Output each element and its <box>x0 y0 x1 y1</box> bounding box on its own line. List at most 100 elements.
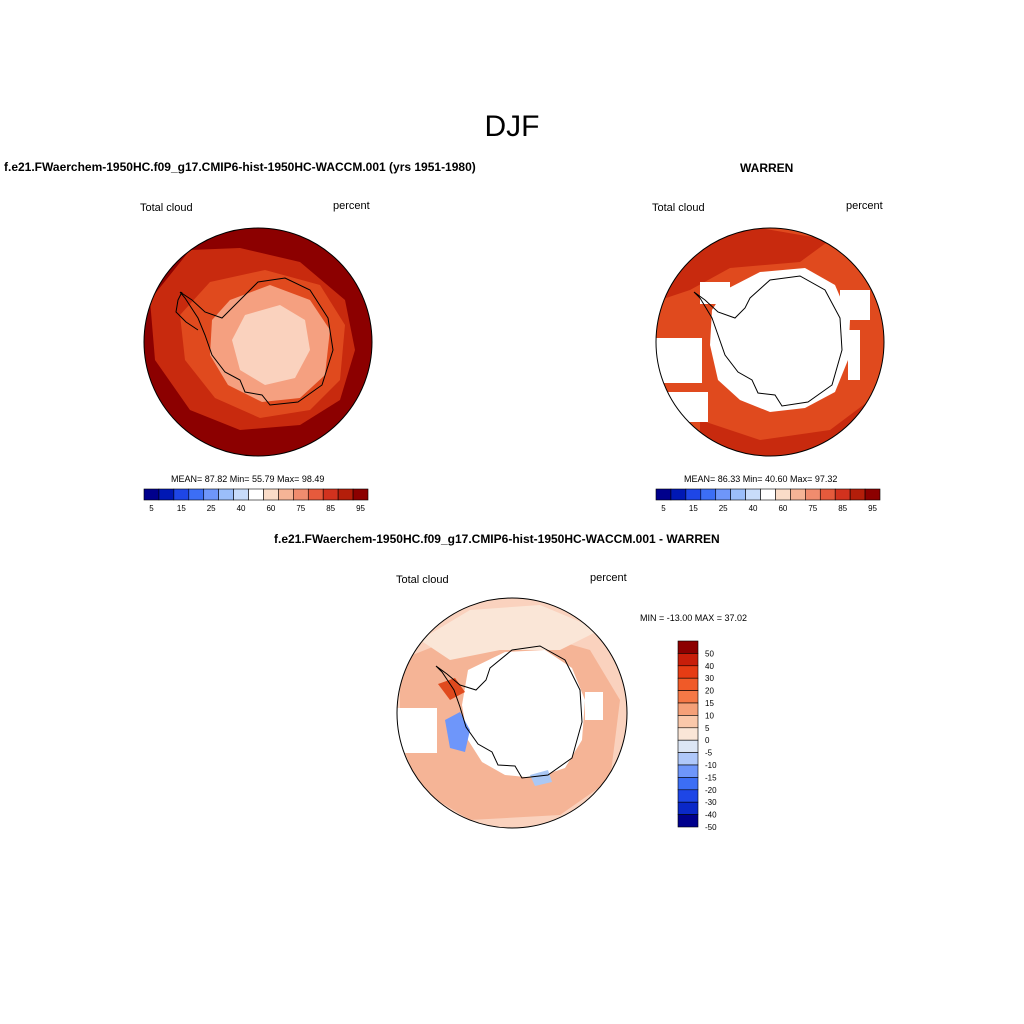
map-2-missing-west <box>656 338 702 383</box>
colorbar-swatch <box>775 488 791 501</box>
colorbar-label: 95 <box>868 504 877 513</box>
colorbar-label: 60 <box>266 504 275 513</box>
panel-2-title: WARREN <box>740 161 794 175</box>
colorbar-swatch <box>745 488 761 501</box>
map-3-light-region <box>420 605 600 660</box>
colorbar-swatch <box>677 665 699 679</box>
panel-2-variable: Total cloud <box>652 202 705 214</box>
panel-3-map <box>397 598 627 828</box>
colorbar-label: -5 <box>705 749 713 758</box>
colorbar-label: 5 <box>149 504 154 513</box>
map-1-continent-lowest <box>232 305 310 385</box>
colorbar-label: 40 <box>749 504 758 513</box>
map-2-no-data-interior <box>710 268 850 412</box>
colorbar-swatch <box>700 488 717 501</box>
colorbar-swatch <box>337 488 354 501</box>
colorbar-label: 0 <box>705 736 710 745</box>
colorbar-swatch <box>143 488 160 501</box>
colorbar-label: 5 <box>661 504 666 513</box>
colorbar-swatch <box>819 488 836 501</box>
colorbar-swatch <box>218 488 234 501</box>
colorbar-swatch <box>677 814 699 828</box>
colorbar-label: 10 <box>705 711 714 720</box>
map-2-missing-southwest <box>668 392 708 422</box>
colorbar-swatch <box>322 488 339 501</box>
colorbar-swatch <box>203 488 219 501</box>
colorbar-swatch <box>158 488 175 501</box>
panel-2-units: percent <box>846 200 883 212</box>
panel-3-title: f.e21.FWaerchem-1950HC.f09_g17.CMIP6-his… <box>274 532 720 546</box>
colorbar-label: 85 <box>326 504 335 513</box>
colorbar-swatch <box>677 690 699 704</box>
colorbar-label: 50 <box>705 649 714 658</box>
colorbar-label: 40 <box>237 504 246 513</box>
colorbar-swatch <box>677 727 699 741</box>
colorbar-swatch <box>685 488 702 501</box>
colorbar-swatch <box>677 752 699 766</box>
panel-3-stats: MIN = -13.00 MAX = 37.02 <box>640 613 748 623</box>
colorbar-1: 5 15 25 40 60 75 85 95 <box>143 488 369 513</box>
colorbar-swatch <box>849 488 866 501</box>
colorbar-label: 25 <box>207 504 216 513</box>
map-2-coastline <box>693 275 843 407</box>
colorbar-swatch <box>760 488 776 501</box>
colorbar-swatch <box>263 488 279 501</box>
colorbar-swatch <box>248 488 264 501</box>
colorbar-swatch <box>188 488 205 501</box>
colorbar-swatch <box>715 488 731 501</box>
map-3-coastline <box>435 645 583 779</box>
map-1-peninsula <box>175 291 199 331</box>
map-1-border <box>143 227 373 457</box>
colorbar-swatch <box>677 764 699 778</box>
panel-1-stats: MEAN= 87.82 Min= 55.79 Max= 98.49 <box>171 474 325 484</box>
map-3-missing-west <box>397 708 437 753</box>
colorbar-label: 40 <box>705 662 714 671</box>
panel-1-units: percent <box>333 200 370 212</box>
colorbar-label: -40 <box>705 811 717 820</box>
colorbar-label: -20 <box>705 786 717 795</box>
colorbar-label: 30 <box>705 674 714 683</box>
colorbar-label: -30 <box>705 798 717 807</box>
map-3-no-data-interior <box>462 650 585 778</box>
panel-2-stats: MEAN= 86.33 Min= 40.60 Max= 97.32 <box>684 474 838 484</box>
map-2-missing-northwest <box>700 282 730 304</box>
map-3-missing-east <box>585 692 603 720</box>
main-title: DJF <box>484 110 540 143</box>
colorbar-swatch <box>677 715 699 729</box>
colorbar-swatch <box>677 801 699 815</box>
colorbar-swatch <box>790 488 806 501</box>
colorbar-swatch <box>293 488 309 501</box>
colorbar-swatch <box>677 789 699 803</box>
panel-1-title: f.e21.FWaerchem-1950HC.f09_g17.CMIP6-his… <box>4 160 476 174</box>
colorbar-2: 5 15 25 40 60 75 85 95 <box>655 488 881 513</box>
map-3-border <box>396 597 628 829</box>
colorbar-label: 75 <box>296 504 305 513</box>
colorbar-swatch <box>677 739 699 753</box>
panel-1-variable: Total cloud <box>140 202 193 214</box>
map-1-coastline <box>179 277 334 406</box>
panel-1-map <box>144 228 372 456</box>
colorbar-swatch <box>834 488 851 501</box>
colorbar-label: 60 <box>778 504 787 513</box>
colorbar-swatch <box>233 488 249 501</box>
colorbar-label: -50 <box>705 823 717 832</box>
colorbar-label: 15 <box>177 504 186 513</box>
colorbar-swatch <box>670 488 687 501</box>
colorbar-label: -15 <box>705 773 717 782</box>
colorbar-swatch <box>730 488 746 501</box>
map-3-negative-region <box>445 712 470 752</box>
colorbar-label: 20 <box>705 687 714 696</box>
colorbar-label: 15 <box>689 504 698 513</box>
colorbar-swatch <box>655 488 672 501</box>
panel-2-map <box>656 228 884 456</box>
colorbar-swatch <box>278 488 294 501</box>
map-2-missing-northeast <box>840 290 870 320</box>
colorbar-swatch <box>864 488 881 501</box>
colorbar-label: -10 <box>705 761 717 770</box>
colorbar-swatch <box>677 777 699 791</box>
colorbar-swatch <box>677 677 699 691</box>
map-2-border <box>655 227 885 457</box>
